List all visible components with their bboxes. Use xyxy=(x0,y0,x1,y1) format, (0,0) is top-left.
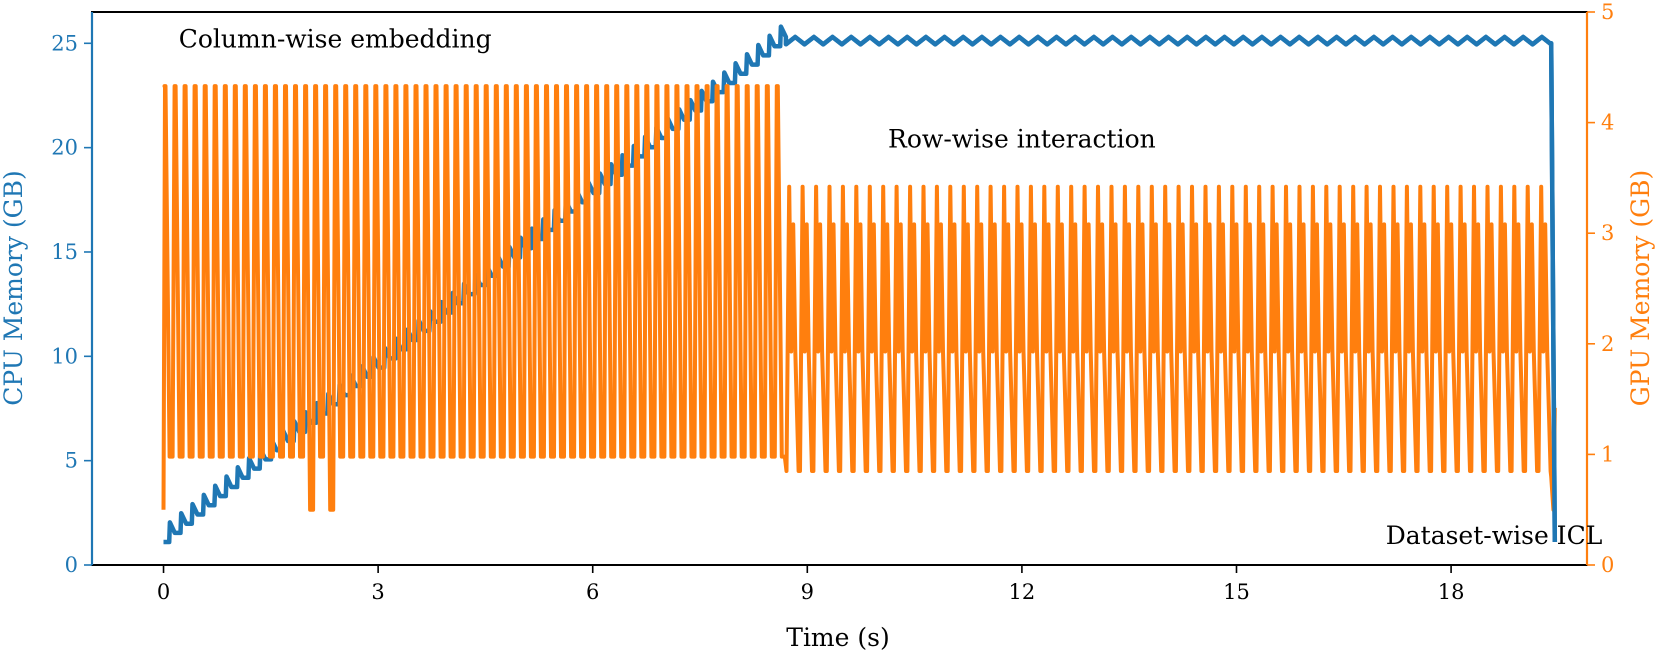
y-right-tick-label: 3 xyxy=(1601,221,1614,245)
series-line-gpu-memory xyxy=(161,84,1557,512)
y-right-tick-label: 2 xyxy=(1601,332,1614,356)
x-tick-label: 12 xyxy=(1009,580,1036,604)
series-line-cpu-memory-plateau xyxy=(784,34,1558,543)
y-axis-right-title: GPU Memory (GB) xyxy=(1626,170,1655,406)
x-tick-label: 3 xyxy=(371,580,384,604)
x-tick-label: 18 xyxy=(1438,580,1465,604)
y-right-tick-label: 1 xyxy=(1601,442,1614,466)
annotation-dataset-wise-icl: Dataset-wise ICL xyxy=(1386,521,1603,550)
y-right-tick-label: 5 xyxy=(1601,0,1614,24)
x-axis-title: Time (s) xyxy=(786,623,889,652)
x-tick-label: 0 xyxy=(157,580,170,604)
annotation-row-wise-interaction: Row-wise interaction xyxy=(888,125,1156,154)
x-tick-label: 6 xyxy=(586,580,599,604)
y-left-tick-label: 0 xyxy=(65,553,78,577)
y-left-tick-label: 25 xyxy=(51,31,78,55)
y-left-tick-label: 20 xyxy=(51,136,78,160)
annotation-column-wise-embedding: Column-wise embedding xyxy=(179,24,492,53)
y-left-tick-label: 15 xyxy=(51,240,78,264)
y-right-tick-label: 4 xyxy=(1601,111,1614,135)
x-tick-label: 15 xyxy=(1223,580,1250,604)
y-right-tick-label: 0 xyxy=(1601,553,1614,577)
y-axis-left-title: CPU Memory (GB) xyxy=(0,170,28,406)
y-left-tick-label: 10 xyxy=(51,344,78,368)
y-left-tick-label: 5 xyxy=(65,449,78,473)
x-tick-label: 9 xyxy=(801,580,814,604)
